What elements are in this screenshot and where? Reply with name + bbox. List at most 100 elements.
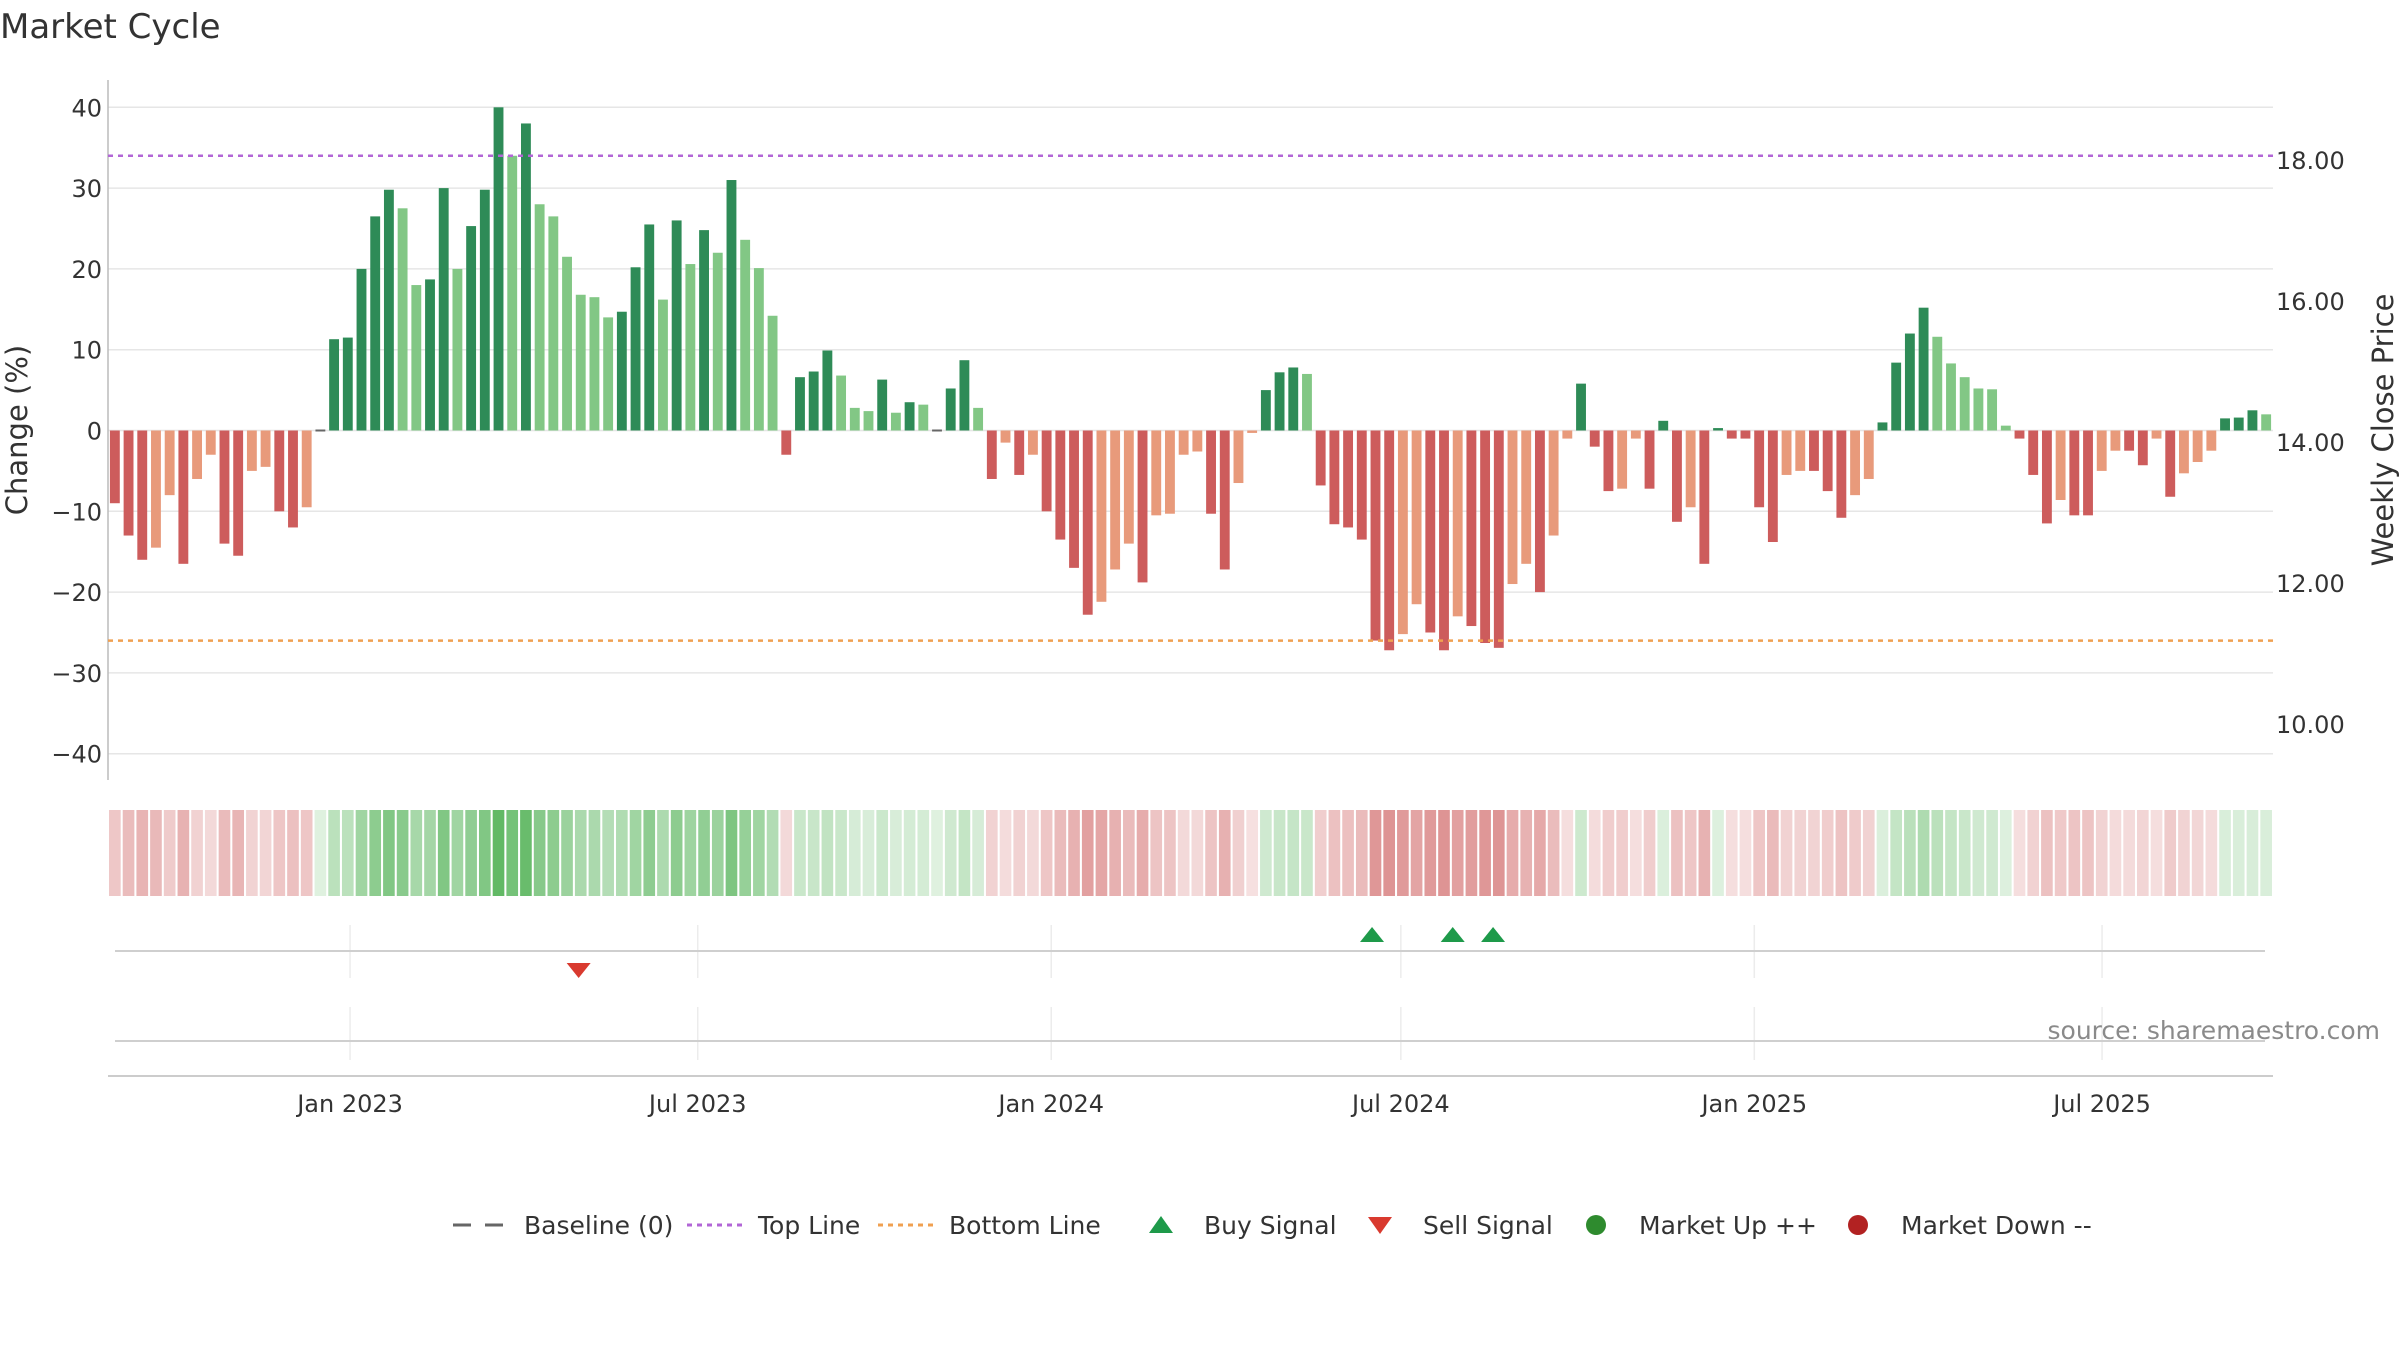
band-cell bbox=[835, 810, 847, 896]
band-cell bbox=[1684, 810, 1697, 896]
band-cell bbox=[1986, 810, 1998, 896]
change-bar bbox=[1672, 430, 1682, 522]
band-cell bbox=[1492, 810, 1505, 896]
band-cell bbox=[1424, 810, 1437, 896]
change-bar bbox=[370, 216, 381, 431]
band-cell bbox=[1972, 810, 1985, 896]
band-cell bbox=[890, 810, 902, 896]
change-bar bbox=[123, 430, 134, 536]
change-bar bbox=[1384, 430, 1395, 651]
change-bar bbox=[1685, 430, 1696, 508]
x-tick-label: Jul 2025 bbox=[2051, 1090, 2151, 1118]
change-bar bbox=[2151, 430, 2162, 439]
band-cell bbox=[1671, 810, 1683, 896]
band-cell bbox=[1945, 810, 1957, 896]
band-cell bbox=[2178, 810, 2190, 896]
source-label: source: sharemaestro.com bbox=[2048, 1016, 2381, 1045]
band-cell bbox=[300, 810, 313, 896]
band-cell bbox=[643, 810, 656, 896]
band-cell bbox=[2164, 810, 2177, 896]
band-cell bbox=[1479, 810, 1491, 896]
y2-axis-ticks: 18.00 16.00 14.00 12.00 10.00 bbox=[2276, 147, 2345, 739]
change-bar bbox=[1041, 430, 1052, 512]
band-cell bbox=[2205, 810, 2218, 896]
band-cell bbox=[944, 810, 957, 896]
change-bar bbox=[1260, 390, 1271, 431]
change-bar bbox=[1206, 430, 1216, 514]
change-bar bbox=[109, 430, 120, 504]
change-bar bbox=[192, 430, 202, 479]
band-cell bbox=[1301, 810, 1313, 896]
change-bar bbox=[1658, 420, 1669, 431]
change-bar bbox=[466, 226, 477, 431]
x-tick-label: Jan 2025 bbox=[1699, 1090, 1807, 1118]
change-bar bbox=[2069, 430, 2080, 516]
change-bar bbox=[1055, 430, 1066, 540]
band-cell bbox=[1739, 810, 1752, 896]
legend-label: Market Down -- bbox=[1901, 1211, 2092, 1240]
change-bar bbox=[1767, 430, 1778, 543]
band-cell bbox=[1862, 810, 1875, 896]
change-bar bbox=[1096, 430, 1107, 602]
change-bar bbox=[1137, 430, 1148, 583]
band-cell bbox=[999, 810, 1012, 896]
band-cell bbox=[766, 810, 779, 896]
band-cell bbox=[1698, 810, 1711, 896]
change-bar bbox=[2110, 430, 2121, 451]
change-bar bbox=[1603, 430, 1614, 492]
band-cell bbox=[1999, 810, 2012, 896]
change-bar bbox=[397, 208, 408, 431]
band-cell bbox=[1725, 810, 1738, 896]
change-bar bbox=[2261, 414, 2272, 431]
band-cell bbox=[2260, 810, 2272, 896]
band-cell bbox=[341, 810, 354, 896]
band-cell bbox=[369, 810, 382, 896]
band-cell bbox=[794, 810, 806, 896]
band-cell bbox=[1109, 810, 1121, 896]
change-bar bbox=[1302, 373, 1312, 431]
change-bar bbox=[2247, 410, 2258, 431]
band-cell bbox=[1616, 810, 1628, 896]
change-bar bbox=[726, 180, 737, 431]
change-bar bbox=[1904, 333, 1915, 431]
band-cell bbox=[876, 810, 889, 896]
x-axis-ticks: Jan 2023 Jul 2023 Jan 2024 Jul 2024 Jan 2025… bbox=[295, 1090, 2151, 1118]
change-bar bbox=[753, 268, 764, 431]
change-bar bbox=[1987, 389, 1998, 431]
band-cell bbox=[451, 810, 464, 896]
change-bar bbox=[1699, 430, 1710, 564]
band-cell bbox=[1876, 810, 1889, 896]
band-cell bbox=[574, 810, 587, 896]
change-bar bbox=[164, 430, 175, 496]
band-cell bbox=[848, 810, 861, 896]
band-cell bbox=[1013, 810, 1026, 896]
band-cell bbox=[616, 810, 628, 896]
sell-signal-marker bbox=[566, 963, 591, 978]
x-gridlines bbox=[349, 925, 2103, 1060]
y-tick-label: −10 bbox=[51, 498, 102, 526]
change-bar bbox=[2041, 430, 2052, 524]
band-cell bbox=[1314, 810, 1327, 896]
band-cell bbox=[1808, 810, 1820, 896]
baseline-segment bbox=[315, 429, 326, 432]
legend-dot-icon bbox=[1586, 1215, 1606, 1235]
band-cell bbox=[122, 810, 135, 896]
change-bar bbox=[2233, 417, 2244, 431]
change-bar bbox=[1439, 430, 1449, 651]
change-bar bbox=[288, 430, 298, 528]
change-bar bbox=[219, 430, 230, 544]
legend-dot-icon bbox=[1848, 1215, 1868, 1235]
band-cell bbox=[2109, 810, 2122, 896]
change-bar bbox=[2137, 430, 2148, 466]
change-bar bbox=[1027, 430, 1038, 455]
change-bar bbox=[904, 402, 915, 431]
band-cell bbox=[218, 810, 231, 896]
band-cell bbox=[1931, 810, 1944, 896]
legend-label: Baseline (0) bbox=[524, 1211, 673, 1240]
band-cell bbox=[972, 810, 984, 896]
change-bar bbox=[1233, 430, 1244, 484]
change-bar bbox=[151, 430, 161, 548]
band-cell bbox=[985, 810, 998, 896]
band-cell bbox=[1383, 810, 1396, 896]
band-cell bbox=[2219, 810, 2231, 896]
